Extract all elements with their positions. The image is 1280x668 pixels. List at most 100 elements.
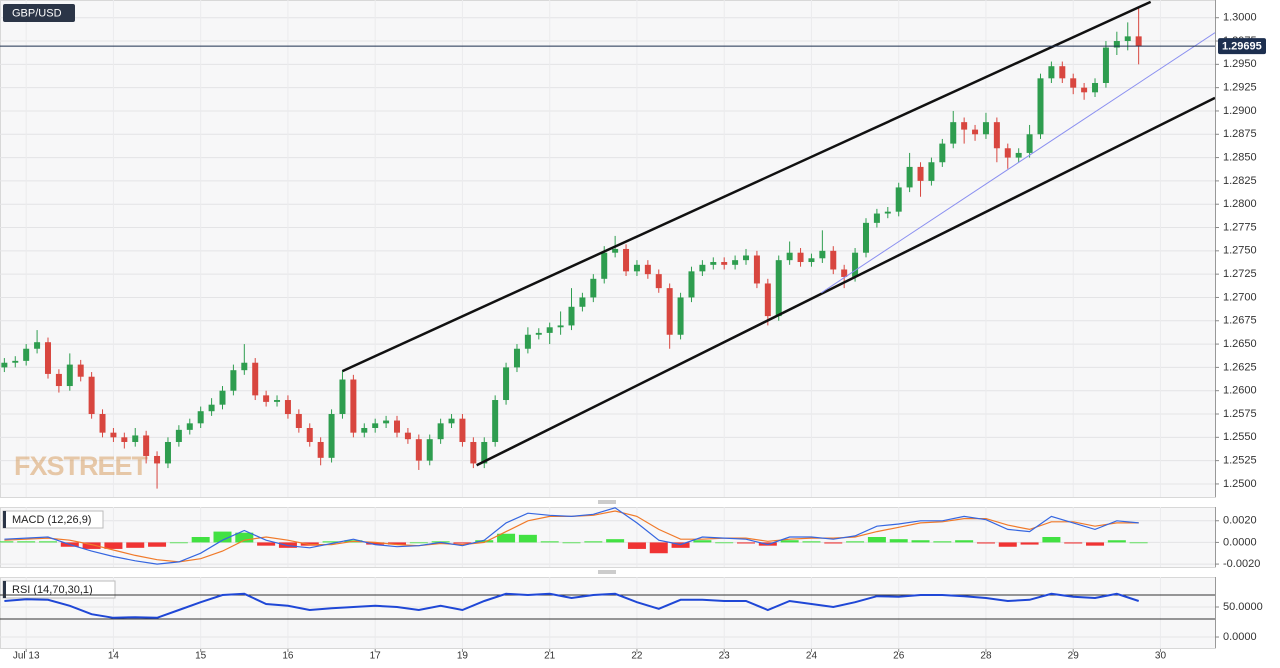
candle-body [993, 122, 1000, 149]
x-tick-label: 24 [806, 651, 818, 662]
histogram-bar [475, 540, 494, 543]
y-tick-label: 1.2625 [1223, 361, 1257, 373]
x-tick-label: 14 [108, 651, 120, 662]
candle-body [928, 162, 935, 181]
y-tick-label: 1.2875 [1223, 128, 1257, 140]
candle-body [775, 260, 782, 317]
histogram-bar [213, 531, 232, 543]
panel-divider-handle [598, 500, 616, 504]
candle-body [317, 441, 324, 458]
candle-body [284, 400, 291, 415]
candle-body [939, 143, 946, 163]
x-tick-label: 19 [457, 651, 469, 662]
candle-body [579, 297, 586, 307]
x-tick-label: 28 [980, 651, 992, 662]
candle-body [372, 423, 379, 428]
candle-body [688, 271, 695, 298]
histogram-bar [584, 541, 603, 543]
candle-body [677, 297, 684, 335]
candle-body [470, 441, 477, 464]
candle-body [982, 122, 989, 135]
candle-body [339, 379, 346, 415]
candle-body [797, 252, 804, 263]
x-tick-label: 22 [631, 651, 643, 662]
candle-body [535, 332, 542, 335]
candle-body [906, 166, 913, 188]
histogram-bar [606, 539, 625, 543]
y-tick-label: 50.0000 [1223, 601, 1263, 613]
candle-body [644, 264, 651, 275]
candle-body [503, 367, 510, 401]
histogram-bar [0, 541, 14, 543]
rsi-line [4, 592, 1140, 619]
candle-body [819, 250, 826, 259]
indicator-marker [3, 511, 6, 528]
histogram-bar [366, 542, 385, 545]
candle-body [241, 362, 248, 371]
histogram-bar [38, 541, 57, 543]
y-tick-label: 1.2775 [1223, 221, 1257, 233]
candle-body [753, 255, 760, 284]
trend-line [476, 96, 1215, 467]
y-tick-label: 1.2825 [1223, 175, 1257, 187]
last-price-box [1218, 38, 1266, 55]
candle-body [437, 423, 444, 440]
candle-body [66, 364, 73, 387]
candle-body [917, 166, 924, 181]
candle-body [1135, 36, 1142, 47]
macd-line [4, 507, 1139, 565]
candle-body [1004, 148, 1011, 158]
histogram-bar [191, 537, 210, 543]
candle-body [197, 411, 204, 424]
y-tick-label: 1.2575 [1223, 408, 1257, 420]
y-tick-label: 1.2600 [1223, 385, 1257, 397]
candle-body [448, 418, 455, 424]
candle-body [710, 262, 717, 265]
candle-body [328, 414, 335, 458]
x-tick-label: 30 [1155, 651, 1167, 662]
last-price-label: 1.29695 [1222, 41, 1262, 53]
candle-body [132, 435, 139, 442]
watermark: FXSTREET [14, 451, 149, 481]
histogram-bar [257, 542, 276, 546]
candle-body [623, 248, 630, 272]
candle-body [1102, 47, 1109, 83]
candle-body [699, 264, 706, 272]
candle-body [1113, 41, 1120, 48]
candle-body [524, 334, 531, 349]
histogram-bar [82, 542, 101, 549]
histogram-bar [889, 539, 908, 543]
candle-body [557, 325, 564, 328]
y-tick-label: 1.2800 [1223, 198, 1257, 210]
y-tick-label: 1.2725 [1223, 268, 1257, 280]
histogram-bar [737, 542, 756, 544]
candle-body [23, 348, 30, 361]
histogram-bar [846, 541, 865, 543]
candle-body [175, 429, 182, 442]
histogram-bar [1086, 542, 1105, 546]
histogram-bar [649, 542, 668, 554]
panel-divider-handle [598, 570, 616, 574]
candle-body [1015, 152, 1022, 158]
x-tick-label: 15 [195, 651, 207, 662]
y-tick-label: 1.2925 [1223, 82, 1257, 94]
histogram-bar [409, 542, 428, 544]
histogram-bar [693, 540, 712, 543]
x-tick-label: 17 [370, 651, 382, 662]
histogram-bar [998, 542, 1017, 547]
candle-body [361, 427, 368, 433]
histogram-bar [388, 542, 407, 545]
y-tick-label: 0.0000 [1223, 536, 1257, 548]
candle-body [481, 441, 488, 464]
y-tick-label: 1.2850 [1223, 151, 1257, 163]
candle-body [862, 222, 869, 253]
panel-background [0, 507, 1216, 568]
histogram-bar [126, 542, 145, 548]
y-tick-label: 1.2950 [1223, 58, 1257, 70]
candle-body [110, 432, 117, 438]
y-tick-label: 1.2650 [1223, 338, 1257, 350]
candle-body [154, 455, 161, 464]
candle-body [1037, 78, 1044, 135]
candle-body [121, 437, 128, 442]
